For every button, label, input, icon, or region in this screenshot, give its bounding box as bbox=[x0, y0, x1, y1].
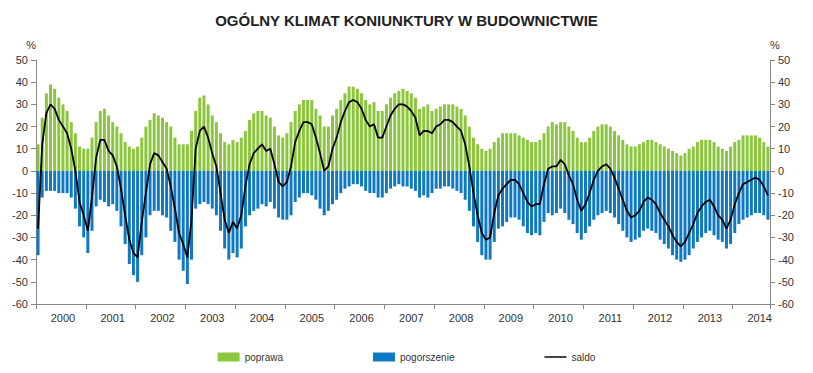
svg-text:-60: -60 bbox=[12, 298, 28, 310]
svg-text:2014: 2014 bbox=[747, 312, 771, 324]
svg-text:OGÓLNY KLIMAT KONIUNKTURY W BU: OGÓLNY KLIMAT KONIUNKTURY W BUDOWNICTWIE bbox=[215, 12, 598, 29]
svg-text:40: 40 bbox=[16, 76, 28, 88]
svg-text:2001: 2001 bbox=[100, 312, 124, 324]
svg-text:2012: 2012 bbox=[648, 312, 672, 324]
svg-text:-10: -10 bbox=[778, 187, 794, 199]
svg-text:2004: 2004 bbox=[250, 312, 274, 324]
svg-text:-40: -40 bbox=[12, 254, 28, 266]
svg-text:%: % bbox=[26, 39, 36, 51]
svg-text:saldo: saldo bbox=[571, 352, 595, 363]
svg-text:30: 30 bbox=[16, 98, 28, 110]
svg-text:2007: 2007 bbox=[399, 312, 423, 324]
svg-text:-20: -20 bbox=[12, 209, 28, 221]
svg-text:2010: 2010 bbox=[548, 312, 572, 324]
svg-text:2006: 2006 bbox=[349, 312, 373, 324]
svg-text:2005: 2005 bbox=[300, 312, 324, 324]
svg-text:2011: 2011 bbox=[599, 312, 623, 324]
svg-text:2009: 2009 bbox=[499, 312, 523, 324]
svg-text:20: 20 bbox=[778, 121, 790, 133]
svg-text:30: 30 bbox=[778, 98, 790, 110]
svg-text:50: 50 bbox=[16, 54, 28, 66]
svg-text:2013: 2013 bbox=[698, 312, 722, 324]
svg-text:2003: 2003 bbox=[200, 312, 224, 324]
svg-text:10: 10 bbox=[778, 143, 790, 155]
svg-text:-20: -20 bbox=[778, 209, 794, 221]
svg-text:-50: -50 bbox=[12, 276, 28, 288]
svg-text:poprawa: poprawa bbox=[245, 352, 284, 363]
svg-text:20: 20 bbox=[16, 121, 28, 133]
svg-text:%: % bbox=[770, 39, 780, 51]
svg-text:0: 0 bbox=[778, 165, 784, 177]
svg-text:50: 50 bbox=[778, 54, 790, 66]
svg-text:0: 0 bbox=[22, 165, 28, 177]
svg-text:2000: 2000 bbox=[51, 312, 75, 324]
svg-text:10: 10 bbox=[16, 143, 28, 155]
svg-text:-30: -30 bbox=[778, 231, 794, 243]
svg-text:40: 40 bbox=[778, 76, 790, 88]
svg-text:-10: -10 bbox=[12, 187, 28, 199]
svg-text:pogorszenie: pogorszenie bbox=[400, 352, 455, 363]
svg-text:2008: 2008 bbox=[449, 312, 473, 324]
svg-text:-30: -30 bbox=[12, 231, 28, 243]
svg-text:2002: 2002 bbox=[150, 312, 174, 324]
svg-text:-60: -60 bbox=[778, 298, 794, 310]
svg-text:-40: -40 bbox=[778, 254, 794, 266]
svg-text:-50: -50 bbox=[778, 276, 794, 288]
